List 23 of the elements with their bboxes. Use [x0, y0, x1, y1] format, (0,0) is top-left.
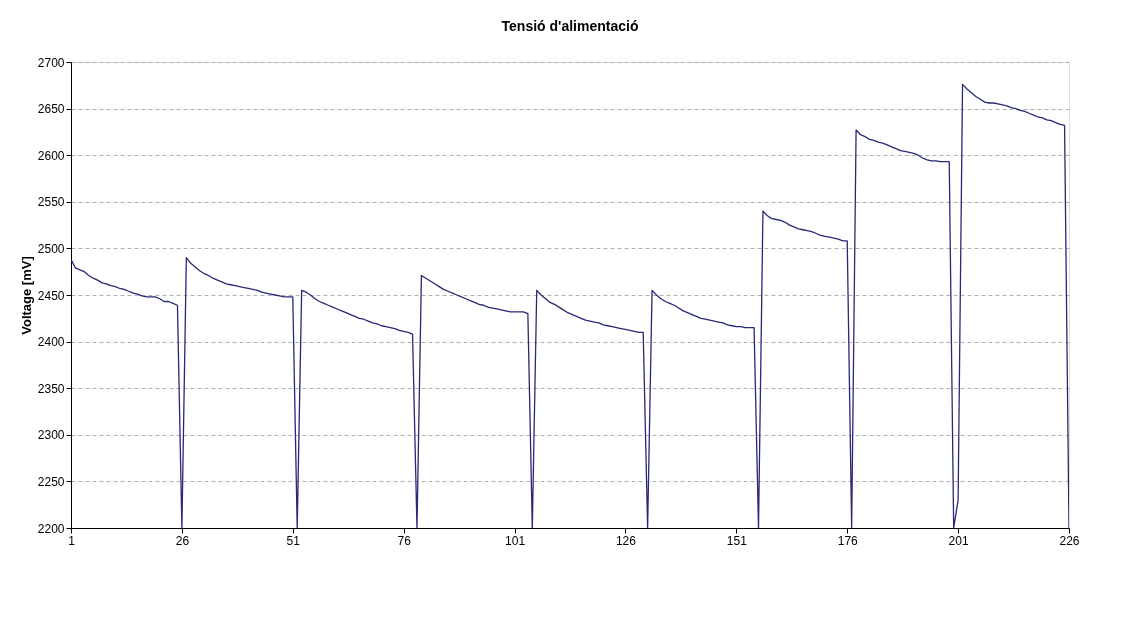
y-axis-title: Voltage [mV] [18, 256, 34, 335]
x-tick-label: 226 [1059, 533, 1080, 548]
y-tick-label: 2600 [37, 148, 65, 163]
x-tick-label: 26 [175, 533, 190, 548]
y-tick-label: 2200 [37, 521, 65, 536]
x-tick-label: 76 [397, 533, 412, 548]
y-tick-label: 2250 [37, 474, 65, 489]
y-tick-label: 2350 [37, 381, 65, 396]
y-tick-label: 2550 [37, 195, 65, 210]
y-tick-label: 2500 [37, 241, 65, 256]
y-tick-label: 2300 [37, 428, 65, 443]
chart-title: Tensió d'alimentació [501, 18, 639, 34]
y-tick-label: 2450 [37, 288, 65, 303]
x-tick-label: 1 [68, 533, 76, 548]
y-tick-label: 2400 [37, 335, 65, 350]
x-tick-label: 176 [837, 533, 859, 548]
x-tick-label: 126 [615, 533, 637, 548]
x-tick-label: 151 [726, 533, 748, 548]
x-tick-label: 201 [948, 533, 969, 548]
x-tick-label: 101 [505, 533, 526, 548]
y-tick-label: 2700 [37, 55, 65, 70]
y-tick-label: 2650 [37, 102, 65, 117]
x-tick-label: 51 [286, 533, 301, 548]
